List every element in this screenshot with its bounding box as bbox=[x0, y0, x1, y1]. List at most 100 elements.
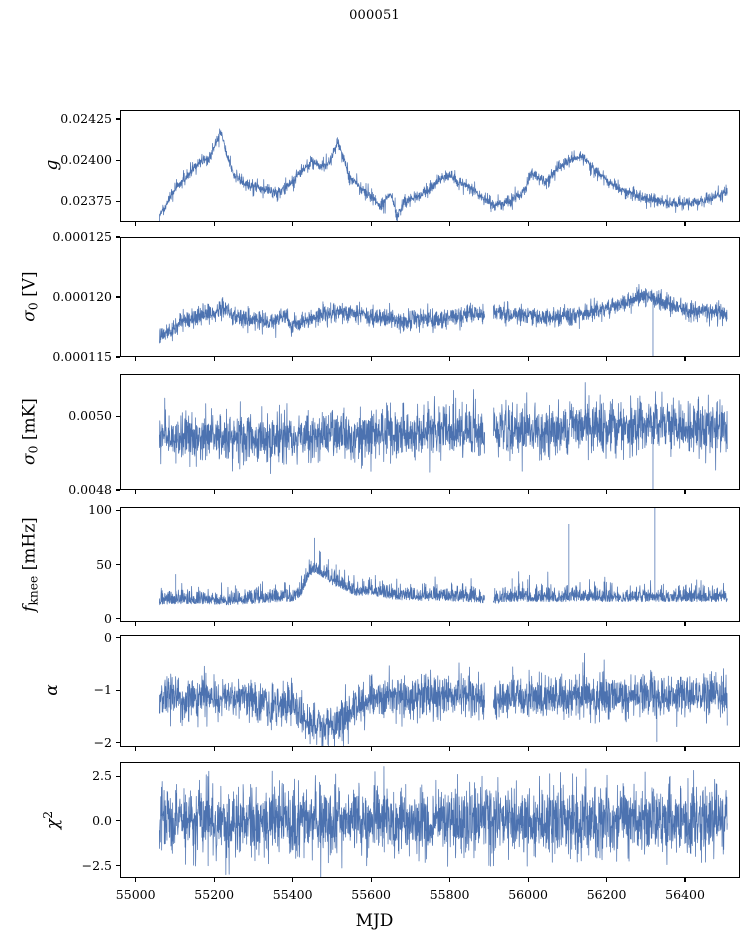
x-tick-mark-p6 bbox=[527, 878, 529, 882]
x-tick-mark-p1 bbox=[684, 222, 686, 226]
y-tick-mark-p5 bbox=[116, 742, 120, 744]
y-axis-label-panel-3: σ0 [mK] bbox=[19, 398, 41, 465]
x-tick-mark-p5 bbox=[449, 747, 451, 751]
x-tick-mark-p5 bbox=[213, 747, 215, 751]
y-axis-label-panel-4: fknee [mHz] bbox=[19, 516, 41, 612]
x-tick-mark-p1 bbox=[605, 222, 608, 226]
y-tick-mark-p5 bbox=[116, 637, 120, 639]
x-tick-label-7: 56400 bbox=[665, 887, 705, 902]
x-tick-label-5: 56000 bbox=[508, 887, 548, 902]
series-line-panel-6 bbox=[159, 766, 728, 877]
x-tick-label-0: 55000 bbox=[115, 887, 156, 902]
x-tick-mark-p3 bbox=[135, 490, 137, 494]
x-tick-mark-p2 bbox=[370, 357, 372, 361]
x-tick-mark-p6 bbox=[135, 878, 137, 882]
series-line-panel-1 bbox=[159, 128, 728, 221]
y-tick-mark-p1 bbox=[116, 200, 120, 202]
x-tick-mark-p5 bbox=[527, 747, 529, 751]
x-tick-label-1: 55200 bbox=[194, 887, 235, 902]
y-tick-mark-p6 bbox=[116, 864, 120, 867]
x-tick-mark-p5 bbox=[370, 747, 372, 751]
x-tick-mark-p4 bbox=[213, 622, 215, 626]
x-tick-label-2: 55400 bbox=[272, 887, 313, 902]
y-tick-label-p5-1: −1 bbox=[93, 681, 112, 697]
x-tick-mark-p4 bbox=[135, 622, 137, 626]
x-tick-mark-p6 bbox=[292, 878, 294, 882]
y-tick-mark-p4 bbox=[116, 563, 120, 566]
x-tick-mark-p5 bbox=[605, 747, 608, 751]
y-tick-label-p2-0: 0.000115 bbox=[52, 348, 112, 364]
y-axis-label-panel-2: σ0 [V] bbox=[19, 271, 41, 322]
plot-panel-2 bbox=[120, 237, 740, 357]
x-tick-mark-p4 bbox=[449, 622, 451, 626]
plot-panel-1 bbox=[120, 110, 740, 222]
y-axis-label-panel-1: g bbox=[42, 159, 62, 171]
series-line-panel-4 bbox=[159, 508, 728, 606]
y-tick-label-p5-0: −2 bbox=[93, 734, 112, 750]
x-tick-mark-p3 bbox=[449, 490, 451, 494]
y-tick-mark-p3 bbox=[116, 415, 120, 417]
x-axis-label: MJD bbox=[355, 911, 394, 931]
x-tick-mark-p3 bbox=[527, 490, 529, 494]
x-tick-mark-p2 bbox=[213, 357, 215, 361]
x-tick-mark-p2 bbox=[135, 357, 137, 361]
y-axis-label-panel-6: χ2 bbox=[40, 811, 64, 830]
plot-panel-3 bbox=[120, 374, 740, 490]
x-tick-mark-p1 bbox=[292, 222, 294, 226]
x-tick-mark-p3 bbox=[370, 490, 372, 494]
x-tick-label-4: 55800 bbox=[429, 887, 470, 902]
x-tick-mark-p1 bbox=[527, 222, 529, 226]
y-tick-label-p6-1: 0.0 bbox=[92, 812, 112, 828]
x-tick-label-3: 55600 bbox=[351, 887, 392, 902]
series-line-panel-3 bbox=[159, 382, 728, 489]
x-tick-mark-p1 bbox=[370, 222, 372, 226]
y-tick-label-p4-0: 0 bbox=[104, 610, 112, 626]
y-tick-label-p2-2: 0.000125 bbox=[52, 228, 112, 244]
y-axis-label-panel-5: α bbox=[42, 684, 62, 696]
y-tick-label-p3-1: 0.0050 bbox=[68, 408, 112, 424]
y-tick-mark-p2 bbox=[116, 356, 120, 358]
x-tick-mark-p5 bbox=[684, 747, 686, 751]
x-tick-mark-p2 bbox=[684, 357, 686, 361]
y-tick-mark-p3 bbox=[116, 489, 120, 491]
y-tick-mark-p2 bbox=[116, 296, 120, 298]
x-tick-mark-p6 bbox=[213, 878, 215, 882]
plot-panel-5 bbox=[120, 635, 740, 747]
x-tick-mark-p2 bbox=[292, 357, 294, 361]
y-tick-label-p2-1: 0.000120 bbox=[52, 288, 112, 304]
x-tick-mark-p1 bbox=[449, 222, 451, 226]
y-tick-mark-p2 bbox=[116, 236, 120, 238]
y-tick-label-p3-0: 0.0048 bbox=[68, 481, 112, 497]
x-tick-mark-p3 bbox=[684, 490, 686, 494]
y-tick-mark-p4 bbox=[116, 618, 120, 620]
x-tick-mark-p4 bbox=[292, 622, 294, 626]
y-tick-mark-p4 bbox=[116, 509, 120, 511]
x-tick-mark-p6 bbox=[605, 878, 608, 882]
x-tick-mark-p4 bbox=[605, 622, 608, 626]
x-tick-mark-p5 bbox=[135, 747, 137, 751]
y-tick-label-p5-2: 0 bbox=[104, 629, 112, 645]
y-tick-label-p4-1: 50 bbox=[96, 556, 112, 572]
x-tick-mark-p1 bbox=[213, 222, 215, 226]
x-tick-mark-p3 bbox=[213, 490, 215, 494]
y-tick-mark-p6 bbox=[116, 775, 120, 777]
series-line-panel-5 bbox=[159, 652, 728, 746]
plot-panel-4 bbox=[120, 507, 740, 622]
x-tick-mark-p6 bbox=[370, 878, 372, 882]
x-tick-mark-p4 bbox=[370, 622, 372, 626]
x-tick-mark-p2 bbox=[527, 357, 529, 361]
x-tick-mark-p2 bbox=[449, 357, 451, 361]
y-tick-label-p6-0: −2.5 bbox=[81, 857, 112, 873]
y-tick-mark-p6 bbox=[116, 820, 120, 822]
y-tick-mark-p5 bbox=[116, 689, 120, 691]
y-tick-label-p4-2: 100 bbox=[88, 502, 112, 517]
x-tick-mark-p4 bbox=[684, 622, 686, 626]
x-tick-mark-p2 bbox=[605, 357, 608, 361]
figure-title: 000051 bbox=[349, 8, 400, 23]
x-tick-mark-p3 bbox=[292, 490, 294, 494]
series-line-panel-2 bbox=[159, 284, 728, 356]
y-tick-label-p6-2: 2.5 bbox=[92, 768, 112, 784]
y-tick-mark-p1 bbox=[116, 118, 120, 120]
y-tick-mark-p1 bbox=[116, 159, 120, 161]
